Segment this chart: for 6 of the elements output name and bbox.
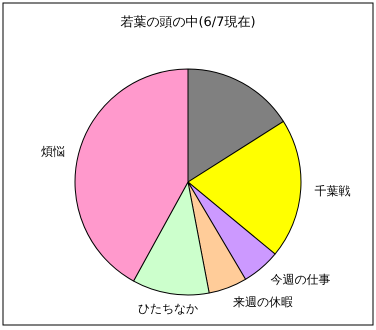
slice-label: 煩悩 bbox=[40, 144, 65, 158]
chart-title: 若葉の頭の中(6/7現在) bbox=[120, 15, 256, 30]
slice-label: 千葉戦 bbox=[314, 184, 351, 198]
slice-label: 今週の仕事 bbox=[270, 272, 330, 287]
slice-label: ひたちなか bbox=[138, 301, 198, 316]
slice-label: 来週の休暇 bbox=[232, 294, 293, 309]
